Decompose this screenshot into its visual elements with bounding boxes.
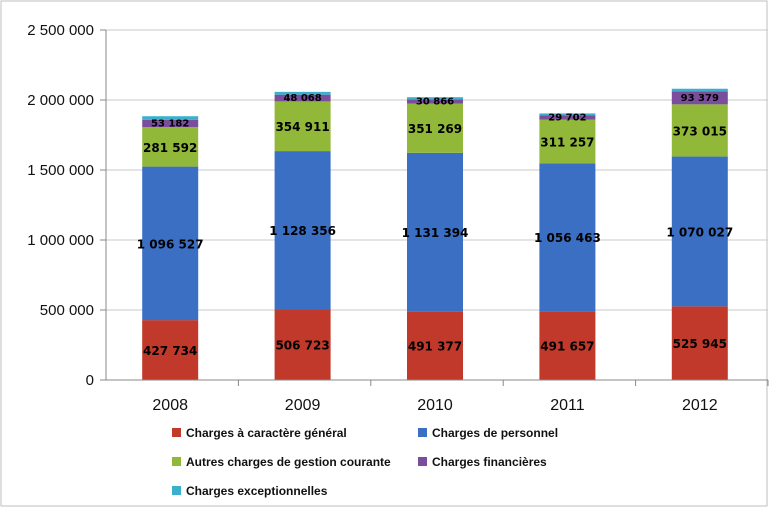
data-label: 1 070 027	[666, 225, 733, 239]
data-label: 354 911	[275, 120, 329, 134]
legend-swatch	[418, 428, 427, 437]
data-label: 93 379	[681, 93, 719, 104]
y-tick-label: 1 500 000	[27, 162, 94, 179]
legend-swatch	[418, 457, 427, 466]
x-tick-label: 2012	[682, 397, 718, 414]
y-tick-label: 2 000 000	[27, 92, 94, 109]
data-label: 1 131 394	[402, 226, 469, 240]
bars	[142, 88, 728, 380]
bar-segment	[407, 97, 463, 100]
bar-segment	[142, 320, 199, 380]
data-label: 491 657	[540, 340, 594, 354]
bar-segment	[407, 152, 463, 312]
data-labels: 427 734 1 096 527 281 592 53 182 506 723 1 12…	[137, 93, 733, 358]
bar-segment	[142, 119, 199, 128]
bar-segment	[407, 103, 463, 153]
legend-swatch	[172, 486, 181, 495]
bar-segment	[539, 113, 596, 116]
x-tick-label: 2009	[285, 397, 321, 414]
legend: Charges à caractère général Charges de pe…	[172, 426, 558, 498]
x-tick-label: 2010	[417, 397, 453, 414]
legend-label: Charges de personnel	[432, 426, 558, 440]
data-label: 351 269	[408, 122, 462, 136]
bar-segment	[407, 99, 463, 104]
bar-segment	[142, 166, 199, 321]
y-tick-label: 2 500 000	[27, 22, 94, 39]
bar-segment	[539, 115, 596, 120]
data-label: 373 015	[673, 124, 727, 138]
bar-segment	[274, 151, 331, 310]
data-label: 506 723	[275, 339, 329, 353]
bar-segment	[274, 91, 331, 95]
data-label: 53 182	[151, 118, 189, 129]
bar-segment	[671, 306, 728, 380]
y-axis: 0 500 000 1 000 000 1 500 000 2 000 000 2 500…	[27, 22, 107, 389]
bar-segment	[274, 309, 331, 380]
bar-segment	[671, 156, 728, 307]
data-label: 427 734	[143, 344, 197, 358]
data-label: 48 068	[283, 93, 321, 104]
bar-segment	[142, 116, 199, 120]
bar-segment	[539, 119, 596, 164]
bar-segment	[142, 127, 199, 167]
x-axis: 2008 2009 2010 2011 2012	[106, 379, 769, 414]
bar-segment	[671, 104, 728, 157]
bar-segment	[407, 311, 463, 380]
data-label: 1 056 463	[534, 231, 601, 245]
data-label: 525 945	[673, 337, 727, 351]
legend-swatch	[172, 457, 181, 466]
bar-segment	[671, 91, 728, 105]
data-label: 1 096 527	[137, 237, 204, 251]
data-label: 1 128 356	[269, 224, 336, 238]
bar-segment	[539, 311, 596, 380]
x-tick-label: 2011	[550, 397, 585, 414]
x-tick-label: 2008	[152, 397, 188, 414]
y-tick-label: 0	[86, 372, 94, 389]
y-tick-label: 500 000	[40, 302, 94, 319]
legend-label: Charges exceptionnelles	[186, 484, 328, 498]
bar-segment	[274, 101, 331, 152]
legend-label: Autres charges de gestion courante	[186, 455, 391, 469]
y-tick-label: 1 000 000	[27, 232, 94, 249]
data-label: 29 702	[548, 113, 586, 124]
data-label: 30 866	[416, 96, 454, 107]
bar-segment	[274, 94, 331, 102]
bar-segment	[671, 88, 728, 92]
data-label: 281 592	[143, 141, 197, 155]
legend-label: Charges financières	[432, 455, 547, 469]
data-label: 311 257	[540, 135, 594, 149]
legend-swatch	[172, 428, 181, 437]
bar-segment	[539, 163, 596, 312]
legend-label: Charges à caractère général	[186, 426, 347, 440]
data-label: 491 377	[408, 340, 462, 354]
